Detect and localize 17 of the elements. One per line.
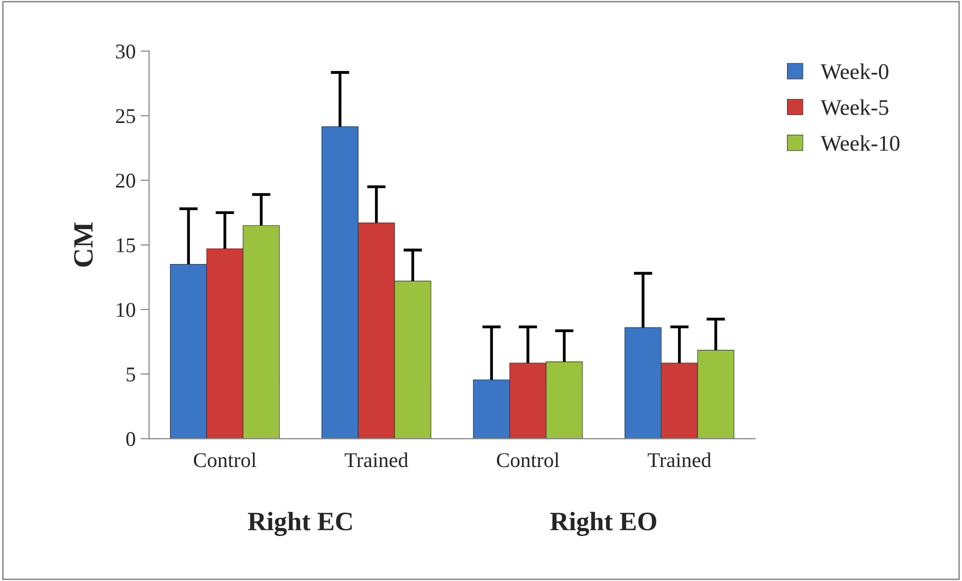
y-tick-label: 0 bbox=[126, 432, 136, 446]
legend-label: Week-0 bbox=[820, 64, 888, 80]
legend-label: Week-5 bbox=[820, 99, 888, 116]
legend-label: Week-10 bbox=[820, 135, 900, 151]
y-tick-label: 15 bbox=[116, 238, 136, 252]
y-tick-label: 5 bbox=[126, 368, 136, 382]
text: Right EO bbox=[550, 512, 656, 536]
x-tick-label: Control bbox=[194, 452, 256, 468]
text: Right EC bbox=[248, 512, 352, 536]
y-tick-label: 20 bbox=[116, 174, 136, 188]
x-tick-label: Trained bbox=[344, 452, 408, 468]
y-tick-label: 10 bbox=[116, 302, 136, 317]
x-tick-label: Control bbox=[496, 452, 560, 468]
y-axis-title: CM bbox=[74, 222, 93, 267]
y-tick-label: 30 bbox=[116, 44, 136, 59]
x-tick-label: Trained bbox=[648, 452, 712, 468]
y-tick-label: 25 bbox=[116, 109, 136, 124]
